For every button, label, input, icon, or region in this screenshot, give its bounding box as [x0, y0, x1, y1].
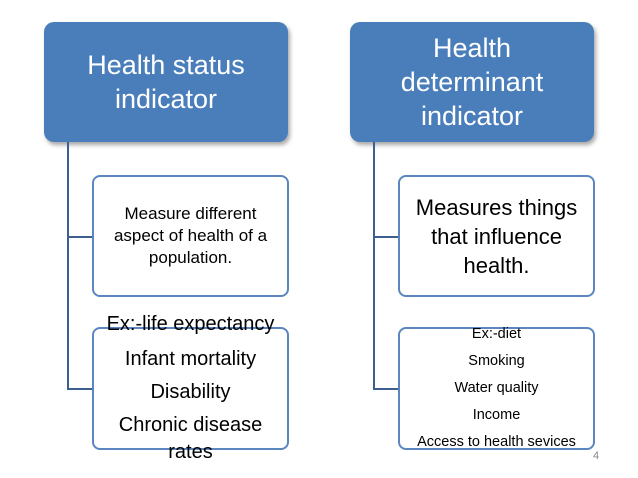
right-connector-branch-1 [373, 236, 399, 238]
header-line: indicator [114, 84, 218, 114]
definition-line: Measures things [415, 194, 578, 220]
example-item: Income [472, 407, 521, 423]
header-line: determinant [400, 67, 544, 97]
page-number: 4 [593, 450, 600, 462]
health-status-definition-box: Measure different aspect of health of a … [92, 175, 289, 297]
header-line: Health status [87, 50, 245, 80]
example-item: Ex:-diet [471, 326, 522, 342]
definition-line: health. [463, 252, 530, 278]
definition-line: Measure different [124, 204, 257, 223]
definition-line: that influence [431, 223, 562, 249]
example-item: Smoking [468, 353, 525, 369]
example-item: Infant mortality [124, 348, 257, 370]
example-item: Ex:-life expectancy [106, 313, 275, 335]
header-line: Health [432, 33, 512, 63]
health-status-examples-box: Ex:-life expectancy Infant mortality Dis… [92, 313, 289, 463]
health-determinant-indicator-header: Health determinant indicator [350, 22, 594, 142]
example-item: Chronic disease rates [118, 414, 263, 463]
example-item: Disability [150, 381, 231, 403]
right-connector-vertical [373, 142, 375, 390]
left-connector-vertical [67, 142, 69, 390]
health-determinant-definition-box: Measures things that influence health. [398, 175, 595, 297]
example-item: Water quality [454, 380, 539, 396]
health-determinant-examples-box: Ex:-diet Smoking Water quality Income Ac… [398, 326, 595, 450]
definition-line: aspect of health of a [113, 226, 268, 245]
health-status-indicator-header: Health status indicator [44, 22, 288, 142]
right-connector-branch-2 [373, 388, 399, 390]
left-connector-branch-2 [67, 388, 93, 390]
definition-line: population. [148, 248, 233, 267]
example-item: Access to health sevices [417, 434, 576, 450]
left-connector-branch-1 [67, 236, 93, 238]
header-line: indicator [420, 101, 524, 131]
